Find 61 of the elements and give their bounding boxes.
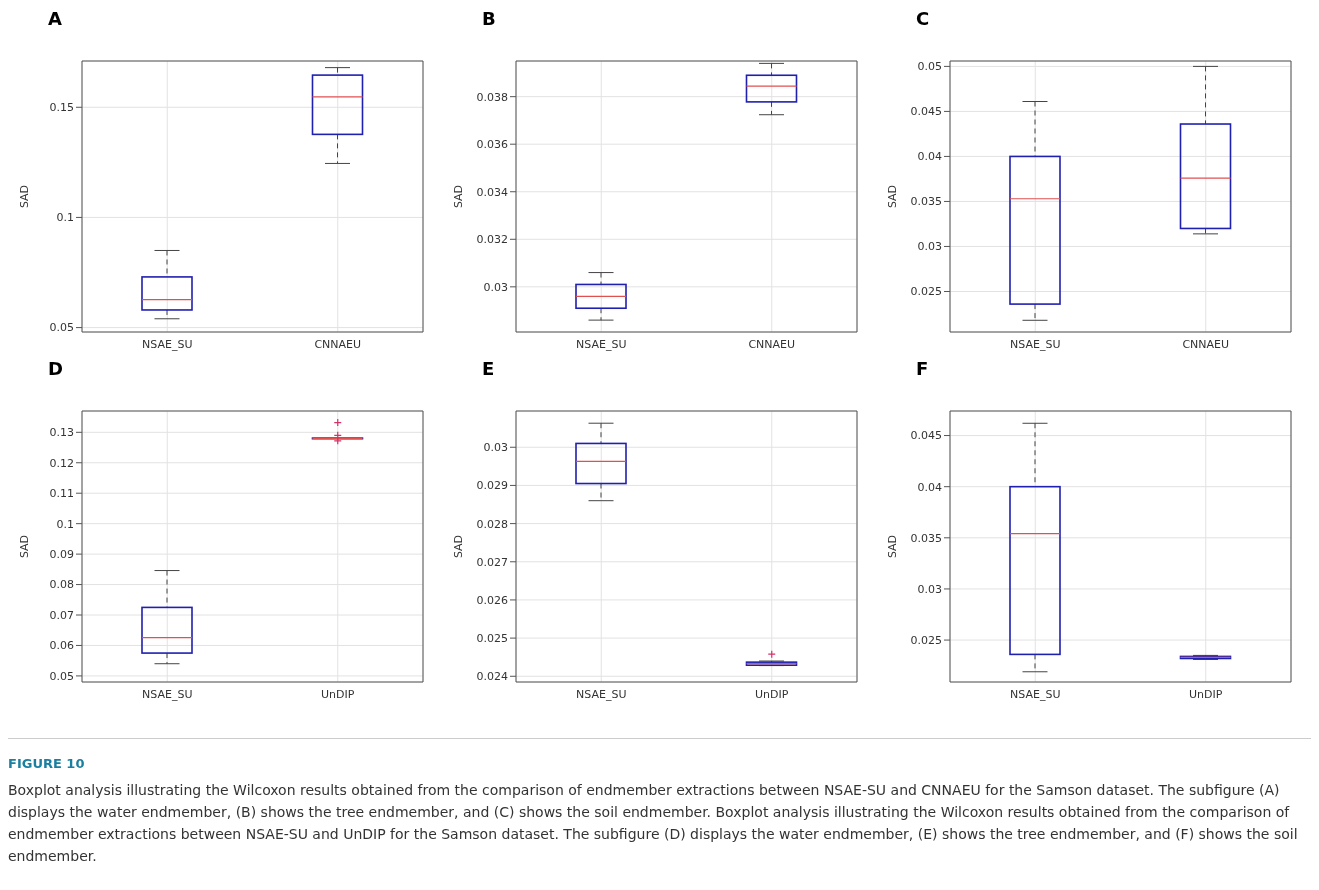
y-tick-label: 0.024 bbox=[476, 670, 508, 684]
x-tick-label: CNNAEU bbox=[314, 337, 362, 351]
y-tick-label: 0.036 bbox=[476, 138, 508, 152]
chart-title: D bbox=[48, 358, 63, 379]
y-tick-label: 0.05 bbox=[49, 669, 74, 683]
y-tick-label: 0.04 bbox=[917, 150, 942, 164]
text: Boxplot analysis illustrating the Wilcoxon results obtained from the comparison of endmember extractions between NSAE-SU and CNNAEU for the Samson dataset. The subfigure (A) displays the water endmember, (B) shows the tree endmember, and (C) shows the soil endmember. Boxplot analysis illustrating the Wilcoxon results obtained from the comparison of endmember extractions between NSAE-SU and UnDIP for the Samson dataset. The subfigure (D) displays the water endmember, (E) shows the tree endmember, and (F) shows the soil endmember. bbox=[8, 781, 1299, 866]
y-tick-label: 0.07 bbox=[49, 608, 74, 622]
y-tick-label: 0.08 bbox=[49, 578, 74, 592]
chart-title: F bbox=[916, 358, 929, 379]
y-tick-label: 0.028 bbox=[476, 517, 508, 531]
y-tick-label: 0.1 bbox=[56, 211, 74, 225]
y-tick-label: 0.04 bbox=[917, 480, 942, 494]
y-tick-label: 0.06 bbox=[49, 639, 74, 653]
y-tick-label: 0.05 bbox=[917, 60, 942, 74]
x-tick-label: NSAE_SU bbox=[1010, 687, 1061, 701]
y-tick-label: 0.03 bbox=[483, 441, 508, 455]
x-tick-label: NSAE_SU bbox=[1010, 337, 1061, 351]
y-tick-label: 0.026 bbox=[476, 593, 508, 607]
x-tick-label: CNNAEU bbox=[1182, 337, 1230, 351]
y-tick-label: 0.034 bbox=[476, 185, 508, 199]
x-tick-label: NSAE_SU bbox=[142, 337, 193, 351]
y-tick-label: 0.025 bbox=[476, 632, 508, 646]
x-tick-label: NSAE_SU bbox=[142, 687, 193, 701]
y-tick-label: 0.09 bbox=[49, 548, 74, 562]
y-axis-title: SAD bbox=[451, 534, 465, 559]
y-tick-label: 0.035 bbox=[910, 531, 942, 545]
x-tick-label: UnDIP bbox=[1189, 687, 1223, 701]
y-tick-label: 0.027 bbox=[476, 555, 508, 569]
y-tick-label: 0.03 bbox=[917, 240, 942, 254]
y-tick-label: 0.045 bbox=[910, 105, 942, 119]
y-tick-label: 0.045 bbox=[910, 429, 942, 443]
y-tick-label: 0.05 bbox=[49, 321, 74, 335]
chart-title: E bbox=[482, 358, 495, 379]
y-tick-label: 0.11 bbox=[49, 487, 74, 501]
y-tick-label: 0.15 bbox=[49, 101, 74, 115]
y-tick-label: 0.13 bbox=[49, 426, 74, 440]
y-axis-title: SAD bbox=[17, 184, 31, 209]
y-tick-label: 0.1 bbox=[56, 517, 74, 531]
x-tick-label: CNNAEU bbox=[748, 337, 796, 351]
y-tick-label: 0.038 bbox=[476, 90, 508, 104]
x-tick-label: UnDIP bbox=[755, 687, 789, 701]
chart-title: C bbox=[916, 8, 930, 29]
y-axis-title: SAD bbox=[885, 534, 899, 559]
y-tick-label: 0.032 bbox=[476, 233, 508, 247]
y-tick-label: 0.03 bbox=[917, 582, 942, 596]
caption: FIGURE 10 bbox=[8, 755, 86, 773]
y-tick-label: 0.12 bbox=[49, 456, 74, 470]
chart-title: B bbox=[482, 8, 496, 29]
x-tick-label: NSAE_SU bbox=[576, 337, 627, 351]
y-tick-label: 0.025 bbox=[910, 285, 942, 299]
y-tick-label: 0.025 bbox=[910, 633, 942, 647]
y-axis-title: SAD bbox=[885, 184, 899, 209]
chart-title: A bbox=[48, 8, 62, 29]
y-tick-label: 0.03 bbox=[483, 280, 508, 294]
y-axis-title: SAD bbox=[17, 534, 31, 559]
y-tick-label: 0.029 bbox=[476, 479, 508, 493]
x-tick-label: NSAE_SU bbox=[576, 687, 627, 701]
y-tick-label: 0.035 bbox=[910, 195, 942, 209]
y-axis-title: SAD bbox=[451, 184, 465, 209]
x-tick-label: UnDIP bbox=[321, 687, 355, 701]
